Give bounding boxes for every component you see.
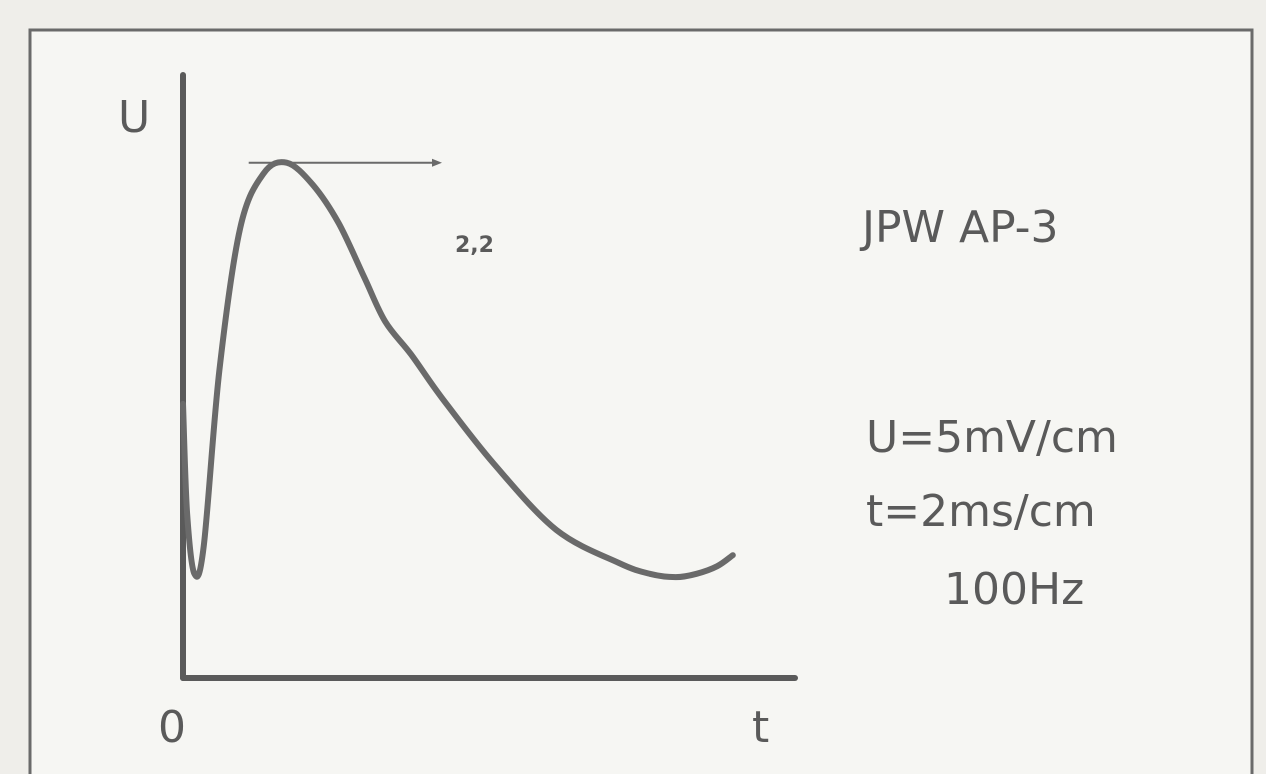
settings-frequency: 100Hz [944,564,1084,615]
settings-voltage: U=5mV/cm [866,412,1118,463]
peak-marker-arrowhead [432,158,442,167]
origin-label: 0 [158,702,186,753]
settings-time: t=2ms/cm [866,486,1096,537]
series-line-0 [180,159,736,581]
x-axis-label: t [752,702,769,753]
chart-frame [28,28,1254,774]
peak-value-label: 2,2 [455,233,494,258]
series-layer [180,159,736,581]
chart-title: JPW AP-3 [859,202,1059,253]
y-axis-label: U [118,92,150,143]
